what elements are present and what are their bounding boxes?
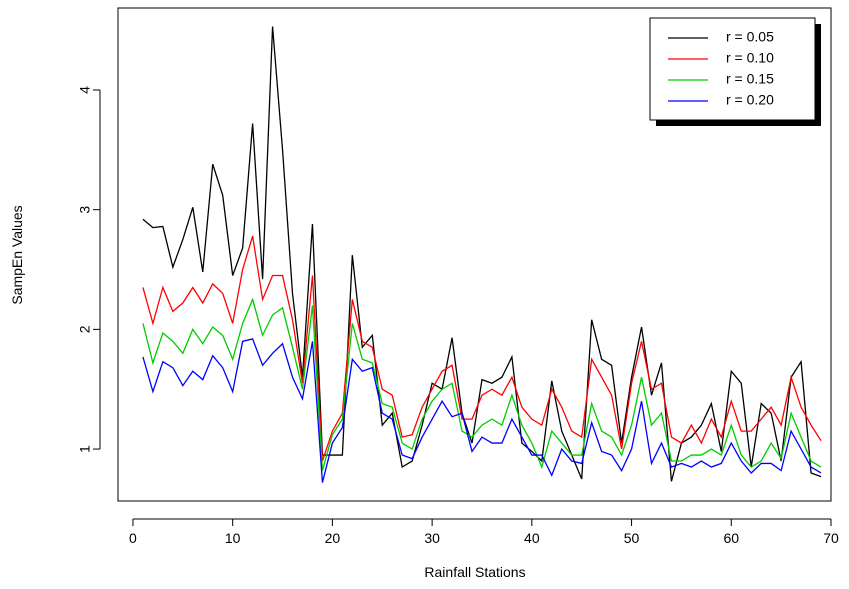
x-tick-label: 50	[624, 530, 640, 546]
x-tick-label: 20	[325, 530, 341, 546]
x-tick-label: 10	[225, 530, 241, 546]
legend-label: r = 0.15	[726, 71, 774, 87]
legend-box	[649, 17, 816, 121]
series-line	[142, 297, 822, 471]
y-tick-label: 2	[77, 325, 93, 333]
series-line	[142, 26, 822, 482]
y-tick-label: 3	[77, 206, 93, 214]
legend-label: r = 0.10	[726, 50, 774, 66]
y-axis-label: SampEn Values	[9, 205, 25, 304]
x-tick-label: 70	[823, 530, 839, 546]
x-tick-label: 0	[129, 530, 137, 546]
x-tick-label: 30	[424, 530, 440, 546]
plot-frame	[117, 7, 832, 502]
legend-label: r = 0.05	[726, 29, 774, 45]
y-tick-label: 1	[77, 445, 93, 453]
x-tick-label: 40	[524, 530, 540, 546]
y-tick-label: 4	[77, 86, 93, 94]
x-tick-label: 60	[723, 530, 739, 546]
legend-label: r = 0.20	[726, 92, 774, 108]
x-axis-label: Rainfall Stations	[424, 564, 525, 580]
series-line	[142, 235, 822, 462]
series-line	[142, 338, 822, 483]
